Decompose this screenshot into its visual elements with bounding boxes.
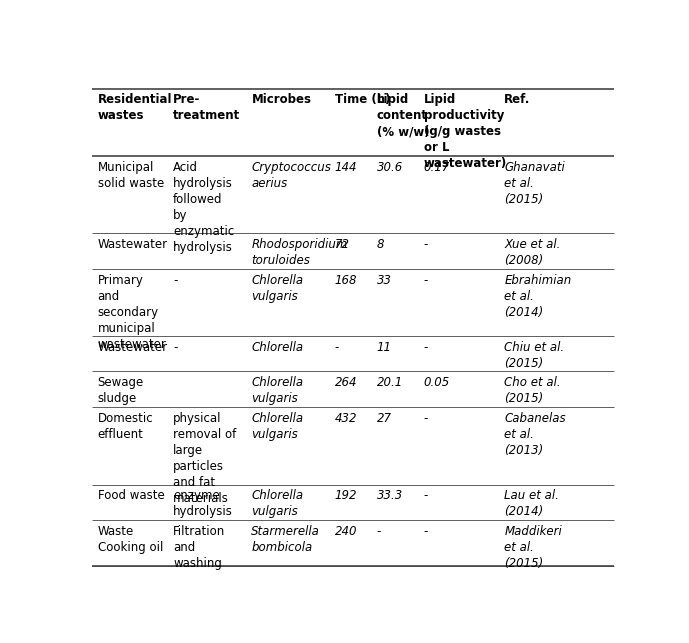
Text: Chlorella
vulgaris: Chlorella vulgaris	[251, 489, 304, 518]
Text: Residential
wastes: Residential wastes	[98, 93, 172, 122]
Text: Pre-
treatment: Pre- treatment	[173, 93, 240, 122]
Text: Cabanelas
et al.
(2013): Cabanelas et al. (2013)	[504, 412, 566, 457]
Text: Maddikeri
et al.
(2015): Maddikeri et al. (2015)	[504, 525, 562, 570]
Text: enzyme
hydrolysis: enzyme hydrolysis	[173, 489, 233, 518]
Text: Lipid
productivity
(g/g wastes
or L
wastewater): Lipid productivity (g/g wastes or L wast…	[424, 93, 507, 170]
Text: Primary
and
secondary
municipal
wastewater: Primary and secondary municipal wastewat…	[98, 274, 167, 350]
Text: physical
removal of
large
particles
and fat
materials: physical removal of large particles and …	[173, 412, 236, 505]
Text: 30.6: 30.6	[377, 161, 403, 174]
Text: 27: 27	[377, 412, 391, 425]
Text: Rhodosporidium
toruloides: Rhodosporidium toruloides	[251, 238, 348, 267]
Text: -: -	[424, 341, 428, 354]
Text: Municipal
solid waste: Municipal solid waste	[98, 161, 164, 190]
Text: Time (h): Time (h)	[335, 93, 391, 107]
Text: Cryptococcus
aerius: Cryptococcus aerius	[251, 161, 331, 190]
Text: 33.3: 33.3	[377, 489, 403, 502]
Text: Microbes: Microbes	[251, 93, 311, 107]
Text: Xue et al.
(2008): Xue et al. (2008)	[504, 238, 561, 267]
Text: -: -	[424, 489, 428, 502]
Text: Starmerella
bombicola: Starmerella bombicola	[251, 525, 320, 554]
Text: Ghanavati
et al.
(2015): Ghanavati et al. (2015)	[504, 161, 565, 206]
Text: -: -	[424, 525, 428, 538]
Text: Ref.: Ref.	[504, 93, 531, 107]
Text: 240: 240	[335, 525, 358, 538]
Text: Chiu et al.
(2015): Chiu et al. (2015)	[504, 341, 564, 370]
Text: Wastewater: Wastewater	[98, 341, 167, 354]
Text: Filtration
and
washing: Filtration and washing	[173, 525, 225, 570]
Text: Chlorella
vulgaris: Chlorella vulgaris	[251, 376, 304, 405]
Text: Cho et al.
(2015): Cho et al. (2015)	[504, 376, 561, 405]
Text: 8: 8	[377, 238, 384, 251]
Text: 0.17: 0.17	[424, 161, 450, 174]
Text: -: -	[424, 412, 428, 425]
Text: Domestic
effluent: Domestic effluent	[98, 412, 153, 440]
Text: -: -	[173, 274, 178, 287]
Text: Food waste: Food waste	[98, 489, 164, 502]
Text: Chlorella
vulgaris: Chlorella vulgaris	[251, 274, 304, 303]
Text: 432: 432	[335, 412, 358, 425]
Text: Lipid
content
(% w/w): Lipid content (% w/w)	[377, 93, 429, 138]
Text: 72: 72	[335, 238, 350, 251]
Text: 168: 168	[335, 274, 358, 287]
Text: -: -	[424, 238, 428, 251]
Text: 0.05: 0.05	[424, 376, 450, 389]
Text: 11: 11	[377, 341, 391, 354]
Text: 20.1: 20.1	[377, 376, 403, 389]
Text: Wastewater: Wastewater	[98, 238, 167, 251]
Text: -: -	[424, 274, 428, 287]
Text: 264: 264	[335, 376, 358, 389]
Text: -: -	[173, 238, 178, 251]
Text: Ebrahimian
et al.
(2014): Ebrahimian et al. (2014)	[504, 274, 572, 319]
Text: Chlorella
vulgaris: Chlorella vulgaris	[251, 412, 304, 440]
Text: Acid
hydrolysis
followed
by
enzymatic
hydrolysis: Acid hydrolysis followed by enzymatic hy…	[173, 161, 234, 253]
Text: 33: 33	[377, 274, 391, 287]
Text: Lau et al.
(2014): Lau et al. (2014)	[504, 489, 559, 518]
Text: 192: 192	[335, 489, 358, 502]
Text: -: -	[377, 525, 381, 538]
Text: 144: 144	[335, 161, 358, 174]
Text: Waste
Cooking oil: Waste Cooking oil	[98, 525, 163, 554]
Text: -: -	[173, 341, 178, 354]
Text: Chlorella: Chlorella	[251, 341, 304, 354]
Text: Sewage
sludge: Sewage sludge	[98, 376, 144, 405]
Text: -: -	[335, 341, 339, 354]
